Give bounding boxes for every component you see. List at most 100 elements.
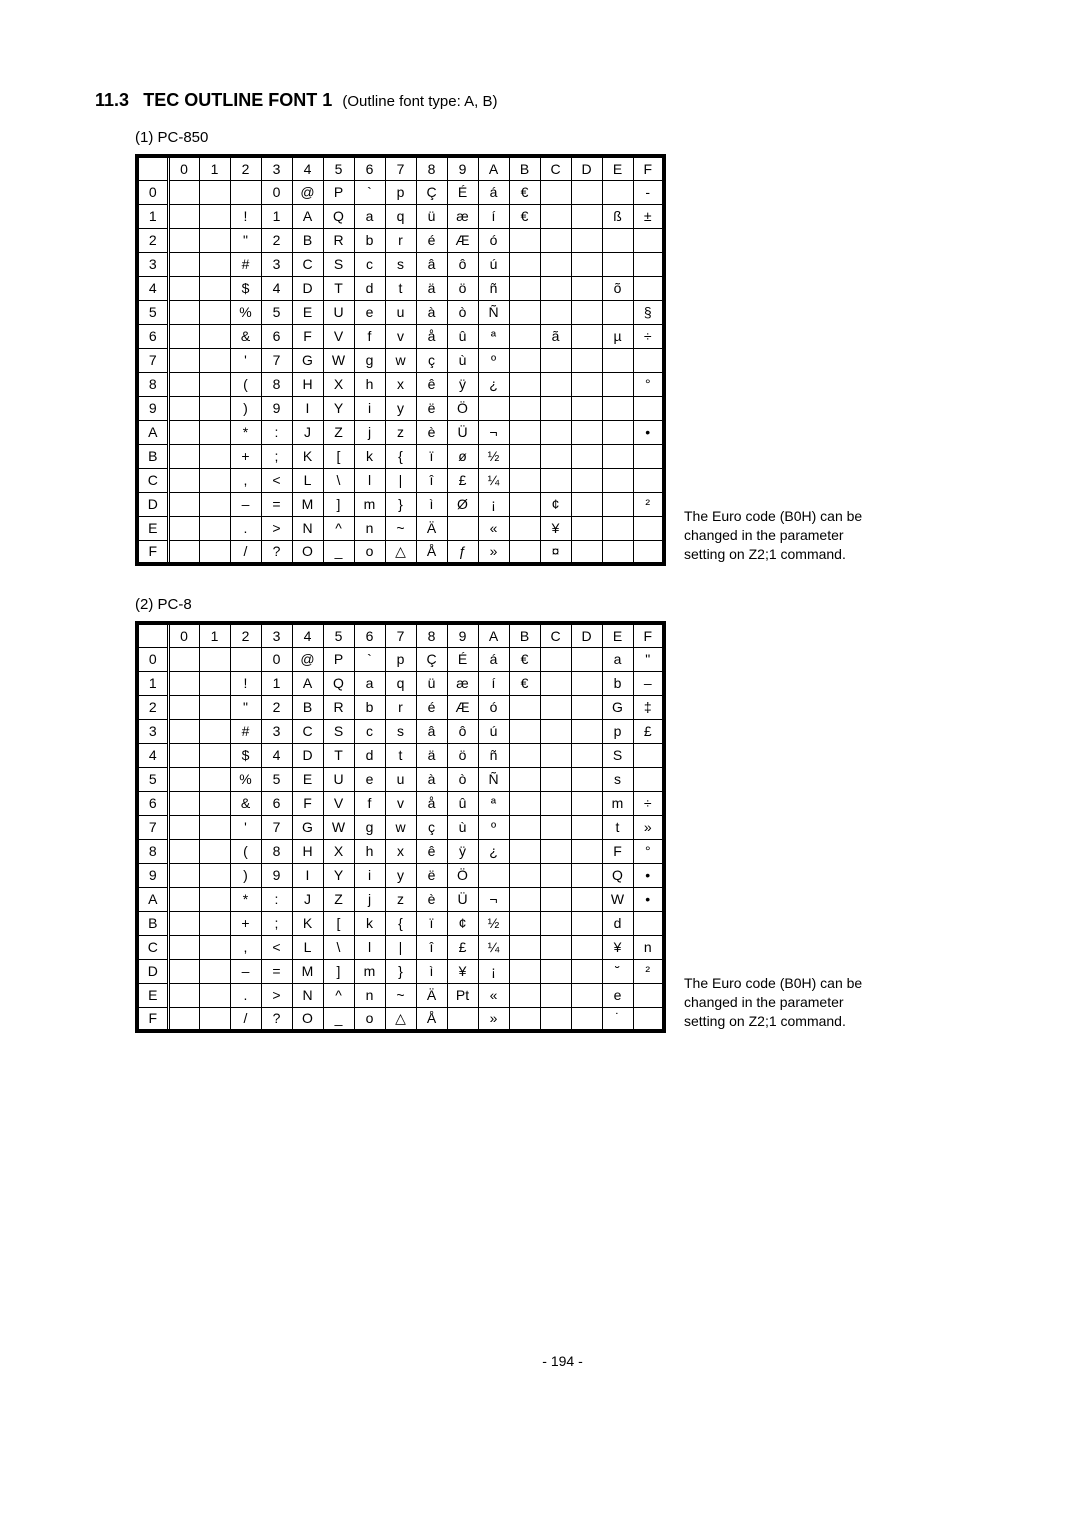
char-cell (540, 276, 571, 300)
char-cell: ç (416, 815, 447, 839)
char-cell: Æ (447, 228, 478, 252)
char-cell: _ (323, 540, 354, 564)
char-cell: Ü (447, 887, 478, 911)
char-cell: V (323, 791, 354, 815)
row-header: 4 (137, 743, 168, 767)
col-header: 9 (447, 623, 478, 647)
char-cell: â (416, 252, 447, 276)
char-cell: à (416, 767, 447, 791)
char-cell (509, 935, 540, 959)
char-cell (571, 396, 602, 420)
char-cell: ˘ (602, 959, 633, 983)
char-cell: E (292, 300, 323, 324)
char-cell (199, 252, 230, 276)
char-cell: ; (261, 444, 292, 468)
col-header: F (633, 623, 664, 647)
char-cell: ó (478, 695, 509, 719)
char-cell (509, 791, 540, 815)
col-header: 0 (168, 156, 199, 180)
char-cell (509, 839, 540, 863)
char-cell: î (416, 468, 447, 492)
section-number: 11.3 (95, 90, 129, 110)
char-cell: ( (230, 839, 261, 863)
char-cell: } (385, 492, 416, 516)
char-cell: w (385, 815, 416, 839)
char-cell (633, 540, 664, 564)
char-cell (447, 1007, 478, 1031)
char-cell (168, 815, 199, 839)
char-cell (602, 372, 633, 396)
char-cell: ú (478, 719, 509, 743)
col-header: C (540, 623, 571, 647)
char-cell (509, 983, 540, 1007)
char-cell (571, 204, 602, 228)
col-header: 4 (292, 623, 323, 647)
char-cell: V (323, 324, 354, 348)
char-cell: » (478, 1007, 509, 1031)
char-cell (571, 791, 602, 815)
char-cell: b (354, 228, 385, 252)
char-cell (199, 983, 230, 1007)
char-cell (540, 935, 571, 959)
char-cell: ± (633, 204, 664, 228)
char-cell: L (292, 468, 323, 492)
char-cell: ú (478, 252, 509, 276)
char-cell (602, 396, 633, 420)
row-header: F (137, 1007, 168, 1031)
row-header: 5 (137, 767, 168, 791)
char-cell: ¼ (478, 468, 509, 492)
char-cell: 3 (261, 252, 292, 276)
char-cell: ² (633, 492, 664, 516)
col-header: E (602, 623, 633, 647)
char-cell: Ä (416, 516, 447, 540)
char-cell (571, 228, 602, 252)
char-cell: I (292, 863, 323, 887)
char-cell: k (354, 911, 385, 935)
char-cell (633, 516, 664, 540)
section-heading: 11.3 TEC OUTLINE FONT 1 (Outline font ty… (95, 90, 1030, 111)
char-cell (199, 516, 230, 540)
char-cell (571, 492, 602, 516)
char-cell: Pt (447, 983, 478, 1007)
col-header: 3 (261, 156, 292, 180)
char-cell: Z (323, 420, 354, 444)
char-cell: ¢ (447, 911, 478, 935)
char-cell: j (354, 887, 385, 911)
char-cell (571, 695, 602, 719)
char-cell: a (354, 204, 385, 228)
char-cell: S (323, 252, 354, 276)
char-cell: & (230, 791, 261, 815)
char-cell: ¤ (540, 540, 571, 564)
char-cell: u (385, 300, 416, 324)
char-cell (602, 540, 633, 564)
char-cell: £ (447, 935, 478, 959)
char-cell (168, 468, 199, 492)
char-cell: 1 (261, 204, 292, 228)
char-cell: 6 (261, 324, 292, 348)
char-cell: * (230, 887, 261, 911)
char-cell: ! (230, 671, 261, 695)
char-cell: > (261, 983, 292, 1007)
char-cell: – (633, 671, 664, 695)
char-cell: Ü (447, 420, 478, 444)
char-cell: i (354, 863, 385, 887)
char-cell: E (292, 767, 323, 791)
char-cell (199, 791, 230, 815)
table-block: 0123456789ABCDEF00@P`pÇÉá€a"1!1AQaqüæí€b… (135, 621, 1030, 1033)
row-header: 9 (137, 863, 168, 887)
row-header: 7 (137, 815, 168, 839)
char-cell (168, 204, 199, 228)
char-cell: 3 (261, 719, 292, 743)
char-cell (571, 815, 602, 839)
char-cell (199, 468, 230, 492)
char-cell (509, 372, 540, 396)
char-cell (199, 1007, 230, 1031)
char-cell: △ (385, 1007, 416, 1031)
char-cell: h (354, 839, 385, 863)
col-header: 5 (323, 623, 354, 647)
char-cell (633, 348, 664, 372)
col-header: 6 (354, 156, 385, 180)
char-cell: , (230, 468, 261, 492)
char-cell (168, 324, 199, 348)
char-cell (602, 180, 633, 204)
